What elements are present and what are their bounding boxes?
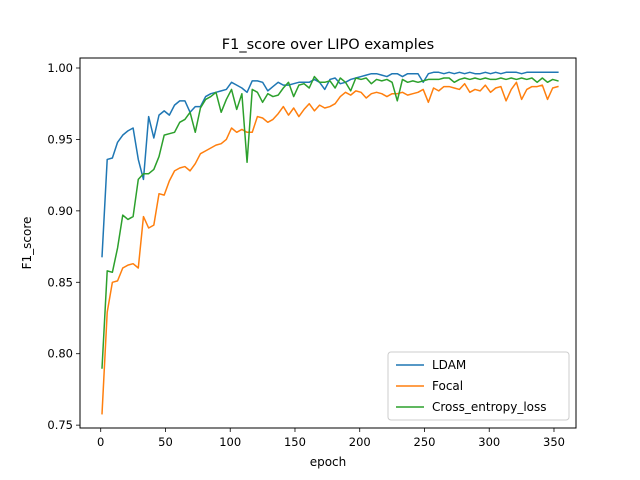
- legend-box: [387, 351, 570, 421]
- y-tick-label: 0.90: [47, 204, 73, 218]
- series-line-cross-entropy-loss: [101, 75, 559, 369]
- y-axis-ticks: 0.75 0.80 0.85 0.90 0.95 1.00: [47, 61, 80, 432]
- y-tick-label: 0.80: [47, 347, 73, 361]
- y-axis-label: F1_score: [20, 217, 34, 270]
- chart-title: F1_score over LIPO examples: [222, 37, 434, 53]
- x-tick-label: 150: [284, 435, 306, 449]
- series-line-ldam: [101, 71, 559, 258]
- x-tick-label: 50: [158, 435, 173, 449]
- legend-label-focal: Focal: [432, 379, 463, 393]
- plot-frame: [79, 57, 577, 429]
- legend-items: LDAM Focal Cross_entropy_loss: [396, 358, 547, 414]
- x-axis-ticks: 0 50 100 150 200 250 300 350: [97, 428, 565, 449]
- x-tick-label: 100: [219, 435, 241, 449]
- x-tick-label: 0: [97, 435, 104, 449]
- y-tick-label: 0.85: [47, 275, 73, 289]
- legend: LDAM Focal Cross_entropy_loss: [387, 351, 570, 421]
- y-tick-label: 1.00: [47, 61, 73, 75]
- x-tick-label: 350: [543, 435, 565, 449]
- x-tick-label: 250: [414, 435, 436, 449]
- legend-label-cross-entropy-loss: Cross_entropy_loss: [432, 400, 547, 414]
- y-tick-label: 0.75: [47, 418, 73, 432]
- legend-label-ldam: LDAM: [432, 358, 466, 372]
- series-line-focal: [101, 81, 559, 415]
- x-axis-label: epoch: [310, 455, 347, 469]
- x-tick-label: 200: [349, 435, 371, 449]
- x-tick-label: 300: [478, 435, 500, 449]
- y-tick-label: 0.95: [47, 132, 73, 146]
- plot-lines: [101, 71, 559, 415]
